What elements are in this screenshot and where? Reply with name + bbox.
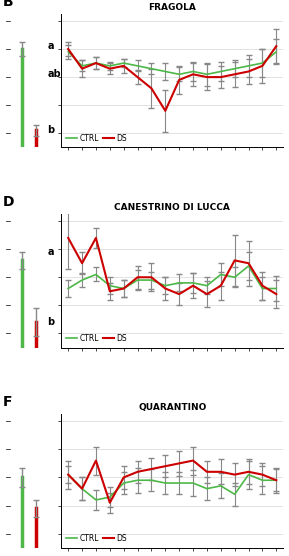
Text: b: b: [47, 317, 55, 327]
Legend: CTRL, DS: CTRL, DS: [65, 333, 128, 344]
Text: b: b: [47, 126, 55, 136]
Text: a: a: [47, 247, 54, 257]
Legend: CTRL, DS: CTRL, DS: [65, 533, 128, 544]
Title: QUARANTINO: QUARANTINO: [138, 403, 206, 412]
Text: B: B: [3, 0, 14, 8]
Text: D: D: [3, 195, 14, 208]
Legend: CTRL, DS: CTRL, DS: [65, 133, 128, 143]
Title: CANESTRINO DI LUCCA: CANESTRINO DI LUCCA: [114, 203, 230, 212]
Text: ab: ab: [47, 70, 61, 80]
Text: a: a: [47, 41, 54, 51]
Title: FRAGOLA: FRAGOLA: [148, 3, 196, 12]
Text: F: F: [3, 395, 12, 409]
